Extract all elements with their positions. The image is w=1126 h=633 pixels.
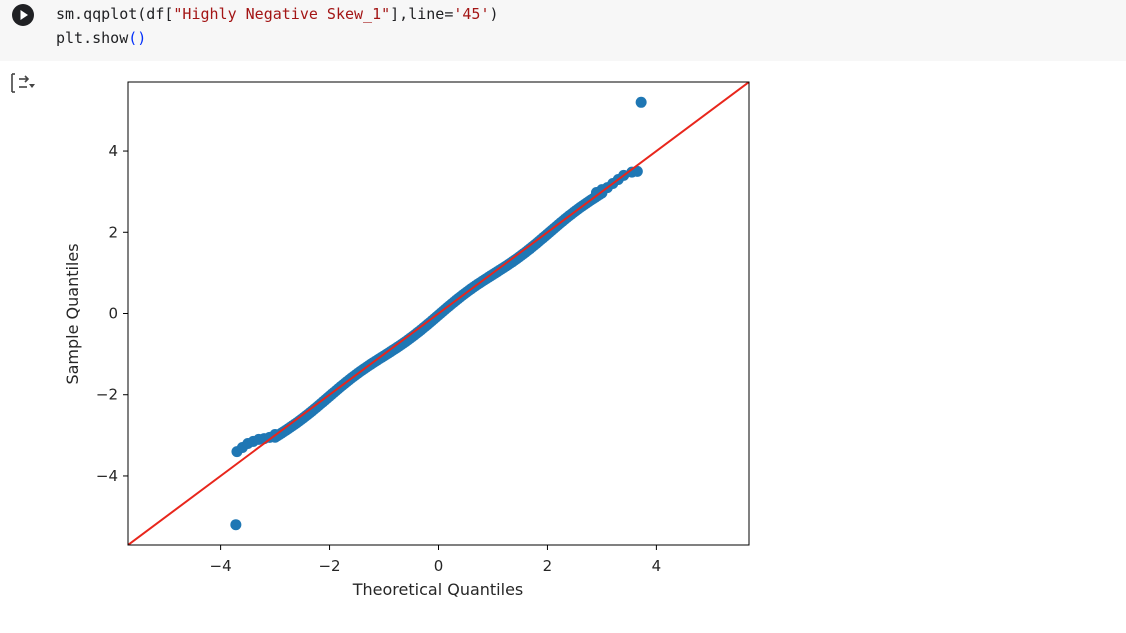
data-point <box>230 519 242 531</box>
code-token: sm.qqplot(df[ <box>56 5 174 23</box>
x-tick-label: 0 <box>434 557 444 575</box>
x-tick-label: −2 <box>318 557 340 575</box>
y-axis-label: Sample Quantiles <box>63 243 82 384</box>
output-toggle-button[interactable] <box>8 70 36 96</box>
play-icon <box>20 10 28 20</box>
code-token: ) <box>489 5 499 23</box>
x-tick-label: −4 <box>210 557 232 575</box>
x-tick-label: 4 <box>652 557 662 575</box>
x-axis: −4 −2 0 2 4 <box>210 545 662 575</box>
code-paren: () <box>128 29 147 47</box>
run-cell-button[interactable] <box>12 4 34 26</box>
code-cell[interactable]: sm.qqplot(df["Highly Negative Skew_1"],l… <box>0 0 1126 61</box>
y-tick-label: −2 <box>96 386 118 404</box>
code-line-2: plt.show() <box>56 29 146 47</box>
code-string: '45' <box>453 5 490 23</box>
plot-area <box>128 82 749 545</box>
data-point <box>635 96 647 108</box>
code-line-1: sm.qqplot(df["Highly Negative Skew_1"],l… <box>56 5 499 23</box>
collapse-output-icon <box>11 73 35 93</box>
y-tick-label: −4 <box>96 467 118 485</box>
y-tick-label: 0 <box>108 305 118 323</box>
code-token: plt.show <box>56 29 129 47</box>
code-string: "Highly Negative Skew_1" <box>173 5 391 23</box>
y-axis: −4 −2 0 2 4 <box>96 142 128 485</box>
y-tick-label: 2 <box>108 223 118 241</box>
x-axis-label: Theoretical Quantiles <box>352 580 524 599</box>
reference-line <box>128 82 749 545</box>
x-tick-label: 2 <box>543 557 553 575</box>
data-point <box>631 165 643 177</box>
code-token: ],line= <box>390 5 454 23</box>
code-editor[interactable]: sm.qqplot(df["Highly Negative Skew_1"],l… <box>56 2 499 50</box>
y-tick-label: 4 <box>108 142 118 160</box>
